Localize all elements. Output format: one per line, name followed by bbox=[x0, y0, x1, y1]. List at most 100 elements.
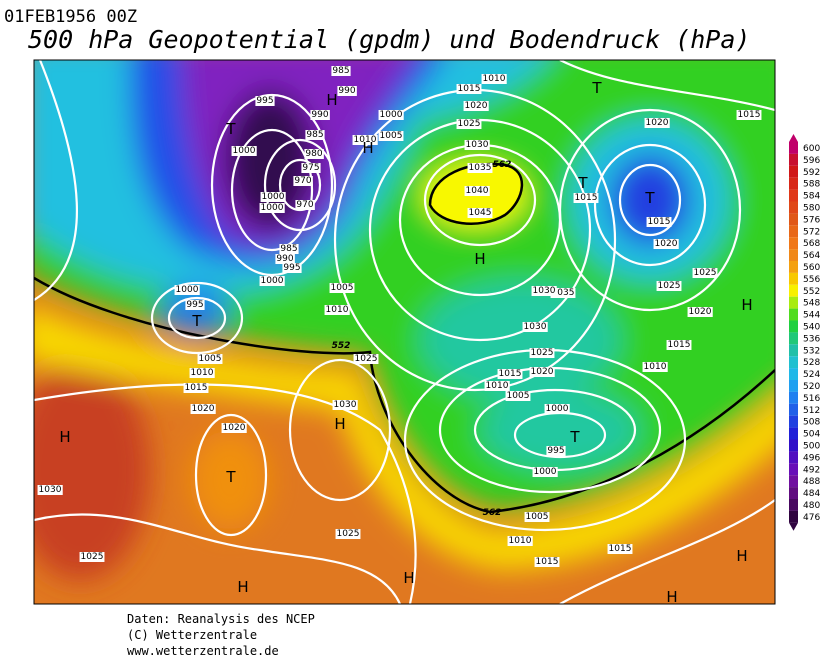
contour-label: 1030 bbox=[533, 286, 556, 296]
contour-label-bg bbox=[332, 400, 358, 410]
contour-label-bg bbox=[529, 367, 555, 377]
legend-swatch bbox=[789, 284, 798, 297]
contour-label: 1030 bbox=[466, 140, 489, 150]
legend-label: 564 bbox=[803, 251, 820, 261]
contour-label-bg bbox=[293, 176, 313, 186]
contour-label: 1015 bbox=[738, 110, 761, 120]
legend-label: 580 bbox=[803, 203, 820, 213]
legend-label: 540 bbox=[803, 322, 820, 332]
contour-label-bg bbox=[546, 446, 566, 456]
contour-label-bg bbox=[531, 286, 557, 296]
footer-line: Daten: Reanalysis des NCEP bbox=[127, 612, 315, 626]
legend-swatch bbox=[789, 403, 798, 416]
contour-label: 1015 bbox=[668, 340, 691, 350]
legend-label: 496 bbox=[803, 453, 820, 463]
contour-label: 1015 bbox=[536, 557, 559, 567]
contour-label-bg bbox=[505, 391, 531, 401]
contour-label: 1000 bbox=[261, 203, 284, 213]
legend-swatch bbox=[789, 332, 798, 345]
contour-label: 1005 bbox=[331, 283, 354, 293]
contour-label: 1020 bbox=[531, 367, 554, 377]
contour-label-bg bbox=[378, 131, 404, 141]
date: 01FEB1956 00Z bbox=[4, 7, 137, 27]
contour-label-bg bbox=[352, 135, 378, 145]
footer-line: www.wetterzentrale.de bbox=[127, 644, 279, 656]
legend-swatch bbox=[789, 499, 798, 511]
contour-label-bg bbox=[259, 203, 285, 213]
contour-label-bg bbox=[174, 285, 200, 295]
contour-label: 1025 bbox=[81, 552, 104, 562]
contour-label: 1005 bbox=[526, 512, 549, 522]
contour-label: 1025 bbox=[458, 119, 481, 129]
legend-label: 572 bbox=[803, 227, 820, 237]
contour-label: 1035 bbox=[552, 288, 575, 298]
contour-label: 1010 bbox=[644, 362, 667, 372]
contour-label: 990 bbox=[338, 86, 355, 96]
contour-label-bg bbox=[335, 529, 361, 539]
contour-label: 1045 bbox=[469, 208, 492, 218]
contour-label-bg bbox=[185, 300, 205, 310]
contour-label-bg bbox=[692, 268, 718, 278]
contour-label: 1000 bbox=[380, 110, 403, 120]
contour-label: 1015 bbox=[458, 84, 481, 94]
contour-label-bg bbox=[544, 404, 570, 414]
legend-swatch bbox=[789, 249, 798, 261]
contour-label-bg bbox=[653, 239, 679, 249]
contour-label: 1010 bbox=[354, 135, 377, 145]
contour-label: 995 bbox=[256, 96, 273, 106]
contour-label: 1020 bbox=[223, 423, 246, 433]
legend-label: 476 bbox=[803, 513, 820, 523]
pressure-center: H bbox=[741, 296, 752, 314]
legend-label: 484 bbox=[803, 489, 820, 499]
pressure-center: H bbox=[666, 588, 677, 606]
legend-label: 548 bbox=[803, 299, 820, 309]
pressure-center: T bbox=[225, 120, 236, 138]
legend-label: 528 bbox=[803, 358, 820, 368]
pressure-center: H bbox=[59, 428, 70, 446]
pressure-center: H bbox=[736, 547, 747, 565]
legend-swatch bbox=[789, 487, 798, 499]
pressure-center: T bbox=[225, 468, 236, 486]
contour-label-bg bbox=[736, 110, 762, 120]
contour-label-bg bbox=[378, 110, 404, 120]
legend-swatch bbox=[789, 451, 798, 464]
pressure-center: T bbox=[191, 312, 202, 330]
contour-label: 975 bbox=[302, 163, 319, 173]
legend-label: 524 bbox=[803, 370, 820, 380]
legend-label: 576 bbox=[803, 215, 820, 225]
pressure-center: T bbox=[644, 189, 655, 207]
legend-swatch bbox=[789, 344, 798, 357]
contour-label: 1040 bbox=[466, 186, 489, 196]
contour-label: 1005 bbox=[507, 391, 530, 401]
legend-swatch bbox=[789, 189, 798, 202]
pressure-center: H bbox=[403, 569, 414, 587]
legend-swatch bbox=[789, 427, 798, 440]
contour-label-bg bbox=[456, 84, 482, 94]
contour-label-bg bbox=[255, 96, 275, 106]
legend-label: 532 bbox=[803, 346, 820, 356]
footer-line: (C) Wetterzentrale bbox=[127, 628, 257, 642]
contour-label: 1000 bbox=[233, 146, 256, 156]
contour-label-bg bbox=[481, 74, 507, 84]
legend-label: 508 bbox=[803, 418, 820, 428]
legend-swatch bbox=[789, 463, 798, 476]
contour-label-bg bbox=[497, 369, 523, 379]
contour-label-bg bbox=[534, 557, 560, 567]
contour-label: 1020 bbox=[646, 118, 669, 128]
legend-swatch bbox=[789, 272, 798, 285]
contour-label-bg bbox=[295, 200, 315, 210]
contour-label: 1000 bbox=[546, 404, 569, 414]
contour-label: 990 bbox=[311, 110, 328, 120]
pressure-center: H bbox=[362, 139, 373, 157]
pressure-center: H bbox=[334, 415, 345, 433]
contour-label-bg bbox=[463, 101, 489, 111]
contour-label-bg bbox=[190, 404, 216, 414]
contour-label: 1025 bbox=[531, 348, 554, 358]
contour-label: 1025 bbox=[658, 281, 681, 291]
contour-label-bg bbox=[529, 348, 555, 358]
contour-label-bg bbox=[646, 217, 672, 227]
contour-label: 995 bbox=[547, 446, 564, 456]
contour-label: 985 bbox=[280, 244, 297, 254]
contour-label-bg bbox=[189, 368, 215, 378]
legend-label: 556 bbox=[803, 275, 820, 285]
